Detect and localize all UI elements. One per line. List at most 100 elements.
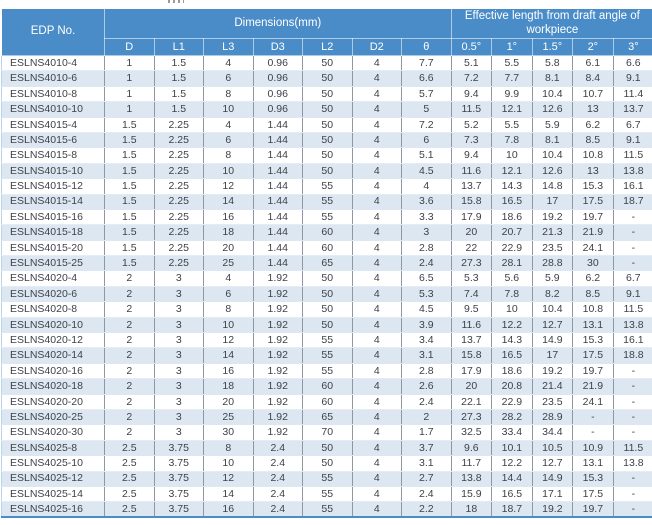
value-cell: 4 [351,378,402,395]
value-cell: 50 [302,316,353,334]
value-cell: 4 [351,301,402,318]
value-cell: 19.7 [572,208,614,226]
value-cell: 2.25 [153,178,204,195]
value-cell: 2.25 [153,224,204,241]
value-cell: 12.6 [531,101,574,118]
value-cell: 18.6 [491,208,533,226]
value-cell: 9.9 [491,85,533,103]
value-cell: 23.5 [531,239,574,257]
value-cell: 3 [153,316,204,334]
value-cell: 23.5 [531,393,574,410]
value-cell: 11.5 [450,101,493,118]
value-cell: 1.44 [252,224,303,241]
value-cell: 3.75 [153,485,204,503]
value-cell: 6 [401,131,452,149]
value-cell: 3 [153,347,204,364]
value-cell: 12 [203,332,254,349]
edp-no-cell: ESLNS4015-6 [1,131,105,149]
value-cell: 13.1 [572,455,614,472]
value-cell: 28.1 [491,255,533,272]
value-cell: 1 [104,101,155,118]
value-cell: 50 [302,101,353,118]
value-cell: 70 [302,424,353,441]
header-col-l1: L1 [153,38,204,56]
value-cell: 19.7 [572,501,614,519]
value-cell: 7.2 [450,70,493,87]
value-cell: 9.1 [612,131,652,149]
value-cell: 50 [302,455,353,472]
value-cell: 13.8 [612,162,652,180]
value-cell: 2.5 [104,501,155,519]
value-cell: 50 [302,285,353,303]
value-cell: 1.5 [104,239,155,257]
value-cell: 15.9 [450,485,493,503]
table-row: ESLNS4020-10 2 3 10 1.92 50 4 3.9 11.6 12.2 12.7 13… [1,316,652,334]
value-cell: - [612,208,652,226]
value-cell: 4 [351,485,402,503]
value-cell: 12.1 [491,101,533,118]
value-cell: 3.75 [153,470,204,487]
table-row: ESLNS4015-18 1.5 2.25 18 1.44 60 4 3 20 20.7 21.3 2… [1,224,652,241]
edp-no-cell: ESLNS4015-25 [1,255,105,272]
value-cell: 9.4 [450,147,493,164]
value-cell: 5.9 [531,270,574,287]
value-cell: 32.5 [450,424,493,441]
value-cell: 4 [351,332,402,349]
edp-no-cell: ESLNS4010-6 [1,70,105,87]
table-row: ESLNS4015-12 1.5 2.25 12 1.44 55 4 4 13.7 14.3 14.… [1,178,652,195]
value-cell: 7.8 [491,285,533,303]
value-cell: - [612,424,652,441]
value-cell: 3 [153,332,204,349]
value-cell: 14 [203,193,254,210]
value-cell: 3 [153,270,204,287]
value-cell: 18.7 [491,501,533,519]
value-cell: 16.5 [491,485,533,503]
value-cell: 4 [351,362,402,380]
table-row: ESLNS4015-8 1.5 2.25 8 1.44 50 4 5.1 9.4 10 10.4 10… [1,147,652,164]
value-cell: 5.6 [491,270,533,287]
value-cell: 55 [302,485,353,503]
value-cell: 55 [302,208,353,226]
edp-no-cell: ESLNS4010-8 [1,85,105,103]
value-cell: 9.4 [450,85,493,103]
value-cell: 8 [203,147,254,164]
edp-no-cell: ESLNS4010-10 [1,101,105,118]
value-cell: 34.4 [531,424,574,441]
value-cell: 4 [351,178,402,195]
value-cell: 15.3 [572,470,614,487]
value-cell: 6.6 [612,54,652,72]
value-cell: 16.5 [491,193,533,210]
table-row: ESLNS4020-20 2 3 20 1.92 60 4 2.4 22.1 22.9 23.5 24… [1,393,652,410]
edp-no-cell: ESLNS4020-20 [1,393,105,410]
value-cell: 1.92 [252,285,303,303]
value-cell: 1.44 [252,178,303,195]
value-cell: 4 [351,101,402,118]
value-cell: 2 [104,362,155,380]
value-cell: 65 [302,255,353,272]
value-cell: 13.7 [612,101,652,118]
value-cell: 1.92 [252,424,303,441]
value-cell: 14.3 [491,332,533,349]
value-cell: 55 [302,332,353,349]
value-cell: 1.5 [104,131,155,149]
value-cell: 7.2 [401,116,452,133]
value-cell: 13.8 [612,316,652,334]
value-cell: 5.5 [491,54,533,72]
value-cell: 2.25 [153,147,204,164]
value-cell: 5.5 [491,116,533,133]
header-effective-length-group: Effective length from draft angle of wor… [450,8,652,39]
value-cell: 5 [401,101,452,118]
value-cell: 6 [203,285,254,303]
table-row: ESLNS4015-10 1.5 2.25 10 1.44 50 4 4.5 11.6 12.1 1… [1,162,652,180]
value-cell: 50 [302,162,353,180]
cropped-text-fragment [168,0,184,3]
value-cell: 19.7 [572,362,614,380]
value-cell: 2.25 [153,131,204,149]
value-cell: 16 [203,208,254,226]
value-cell: 1.92 [252,347,303,364]
value-cell: 2 [104,316,155,334]
value-cell: 3.7 [401,439,452,457]
value-cell: 2 [104,332,155,349]
value-cell: 15.3 [572,332,614,349]
value-cell: 50 [302,54,353,72]
